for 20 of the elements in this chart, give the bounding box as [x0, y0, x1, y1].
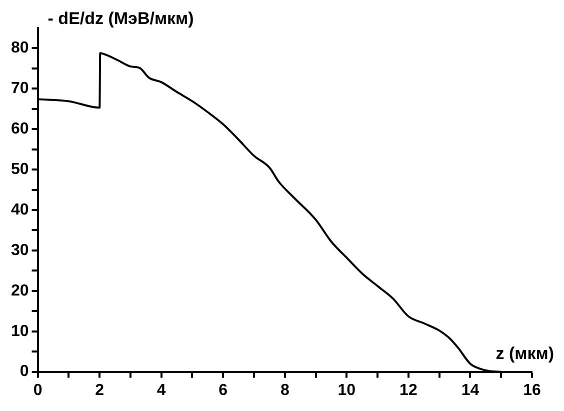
x-tick-label: 16 [523, 382, 541, 399]
y-tick-label: 10 [11, 322, 29, 340]
x-tick-label: 12 [400, 382, 418, 399]
x-tick-label: 8 [280, 382, 290, 399]
x-tick-label: 4 [156, 382, 166, 399]
y-axis-title: - dE/dz (МэВ/мкм) [48, 9, 194, 28]
y-tick-label: 70 [11, 80, 29, 98]
x-tick-label: 0 [33, 382, 42, 399]
x-tick-label: 10 [338, 382, 356, 399]
y-tick-label: 30 [11, 242, 29, 259]
x-tick-label: 2 [95, 382, 104, 399]
y-tick-label: 50 [11, 160, 29, 178]
y-tick-label: 80 [11, 40, 29, 57]
y-tick-label: 20 [11, 282, 29, 300]
y-tick-label: 60 [11, 120, 29, 138]
x-tick-label: 14 [461, 382, 480, 399]
y-tick-label: 0 [20, 363, 29, 380]
x-tick-label: 6 [218, 382, 228, 399]
x-axis-title: z (мкм) [496, 344, 554, 364]
y-tick-label: 40 [11, 201, 29, 218]
